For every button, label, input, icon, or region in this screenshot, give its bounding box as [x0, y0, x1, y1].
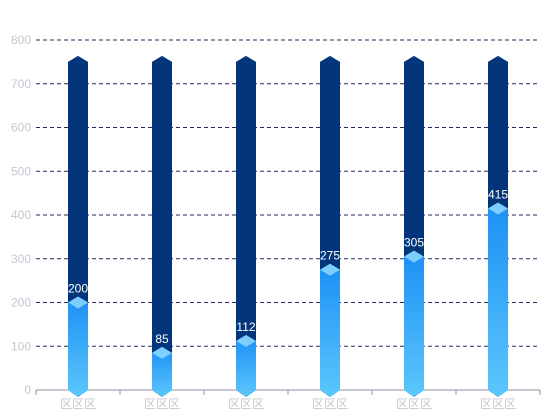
bar-cap	[404, 250, 424, 263]
data-label: 275	[320, 249, 340, 263]
bar-track	[236, 55, 256, 397]
y-axis: 0 100 200 300 400 500 600 700 800	[11, 33, 31, 397]
data-label: 415	[488, 187, 508, 201]
bar-cap	[68, 296, 88, 309]
bar[interactable]	[404, 250, 424, 397]
grid-layer	[36, 39, 540, 391]
x-tick-label: 区区区	[312, 397, 348, 411]
y-tick-label: 800	[11, 33, 31, 47]
bar-cap	[152, 346, 172, 359]
x-tick-label: 区区区	[60, 397, 96, 411]
bar[interactable]	[488, 202, 508, 397]
bar-cap	[488, 202, 508, 215]
data-labels-layer: 200 85 112 275 305 415	[68, 187, 508, 345]
y-tick-label: 600	[11, 121, 31, 135]
data-label: 112	[236, 320, 255, 334]
y-tick-label: 200	[11, 296, 31, 310]
data-label: 305	[404, 236, 424, 250]
bar-cap	[320, 263, 340, 276]
bars-layer	[68, 55, 508, 398]
bar[interactable]	[236, 335, 256, 397]
y-tick-label: 500	[11, 164, 31, 178]
y-tick-label: 400	[11, 208, 31, 222]
data-label: 85	[155, 332, 169, 346]
bar[interactable]	[68, 296, 88, 398]
data-label: 200	[68, 282, 88, 296]
bar[interactable]	[152, 346, 172, 397]
x-axis: 区区区 区区区 区区区 区区区 区区区 区区区	[35, 389, 541, 411]
bar-cap	[236, 335, 256, 347]
y-tick-label: 100	[11, 339, 31, 353]
x-tick-label: 区区区	[396, 397, 432, 411]
y-tick-label: 300	[11, 252, 31, 266]
bar[interactable]	[320, 263, 340, 397]
y-tick-label: 700	[11, 77, 31, 91]
x-tick-label: 区区区	[144, 397, 180, 411]
y-tick-label: 0	[24, 383, 31, 397]
x-tick-label: 区区区	[228, 397, 264, 411]
x-tick-label: 区区区	[480, 397, 516, 411]
bar-track	[152, 55, 172, 397]
